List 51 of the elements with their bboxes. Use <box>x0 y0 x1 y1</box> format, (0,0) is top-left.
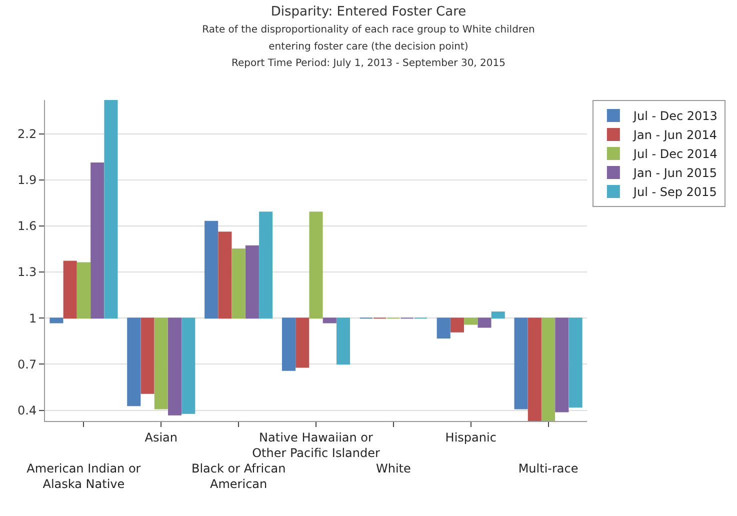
bar <box>514 318 528 410</box>
bar <box>555 318 569 412</box>
y-tick-label: 1 <box>28 311 37 326</box>
bar <box>232 248 246 319</box>
bar <box>63 260 77 319</box>
bar <box>218 232 232 319</box>
bar <box>140 318 154 394</box>
x-tick-label: Black or African American <box>191 462 286 492</box>
bar <box>450 318 464 332</box>
bar <box>127 318 141 406</box>
y-tick-label: 1.3 <box>18 265 37 280</box>
legend-label: Jul - Dec 2014 <box>632 147 718 162</box>
chart-title: Disparity: Entered Foster Care <box>270 4 466 20</box>
x-tick-label: Asian <box>144 430 178 444</box>
y-tick-label: 0.4 <box>18 403 37 418</box>
y-tick-label: 1.9 <box>18 173 37 188</box>
bar <box>76 262 90 319</box>
x-tick-label: Multi-race <box>518 462 578 476</box>
bar <box>259 212 273 319</box>
bar <box>309 212 323 319</box>
y-tick-label: 2.2 <box>18 126 37 141</box>
bar <box>282 318 296 371</box>
bar <box>542 318 556 421</box>
bar <box>296 318 310 368</box>
bar <box>50 318 64 324</box>
bar <box>154 318 168 410</box>
bar <box>90 162 104 319</box>
legend-label: Jul - Dec 2013 <box>632 109 718 124</box>
legend-label: Jan - Jun 2015 <box>632 166 717 180</box>
x-tick-label: American Indian or Alaska Native <box>26 462 141 492</box>
y-tick-label: 1.6 <box>18 219 37 234</box>
chart-subtitle: Rate of the disproportionality of each race group to White children entering foster care (the decision point) Report Time Period: July 1, 2013 - September 30, 2015 <box>202 24 535 70</box>
bar <box>336 318 350 365</box>
y-tick-label: 0.7 <box>18 357 37 372</box>
bar <box>491 311 505 319</box>
bar <box>168 318 182 416</box>
x-tick-label: White <box>376 462 411 476</box>
bar <box>464 318 478 325</box>
bar <box>104 100 118 319</box>
legend-label: Jul - Sep 2015 <box>632 185 717 200</box>
bar <box>245 245 259 319</box>
bar <box>436 318 450 339</box>
bar <box>478 318 492 328</box>
bar <box>568 318 582 408</box>
x-tick-label: Hispanic <box>445 430 496 444</box>
legend-label: Jan - Jun 2014 <box>632 128 717 142</box>
bar <box>322 318 336 324</box>
bar <box>204 220 218 319</box>
x-tick-label: Native Hawaiian or Other Pacific Islander <box>252 430 380 460</box>
bar <box>182 318 196 414</box>
bar <box>528 318 542 421</box>
